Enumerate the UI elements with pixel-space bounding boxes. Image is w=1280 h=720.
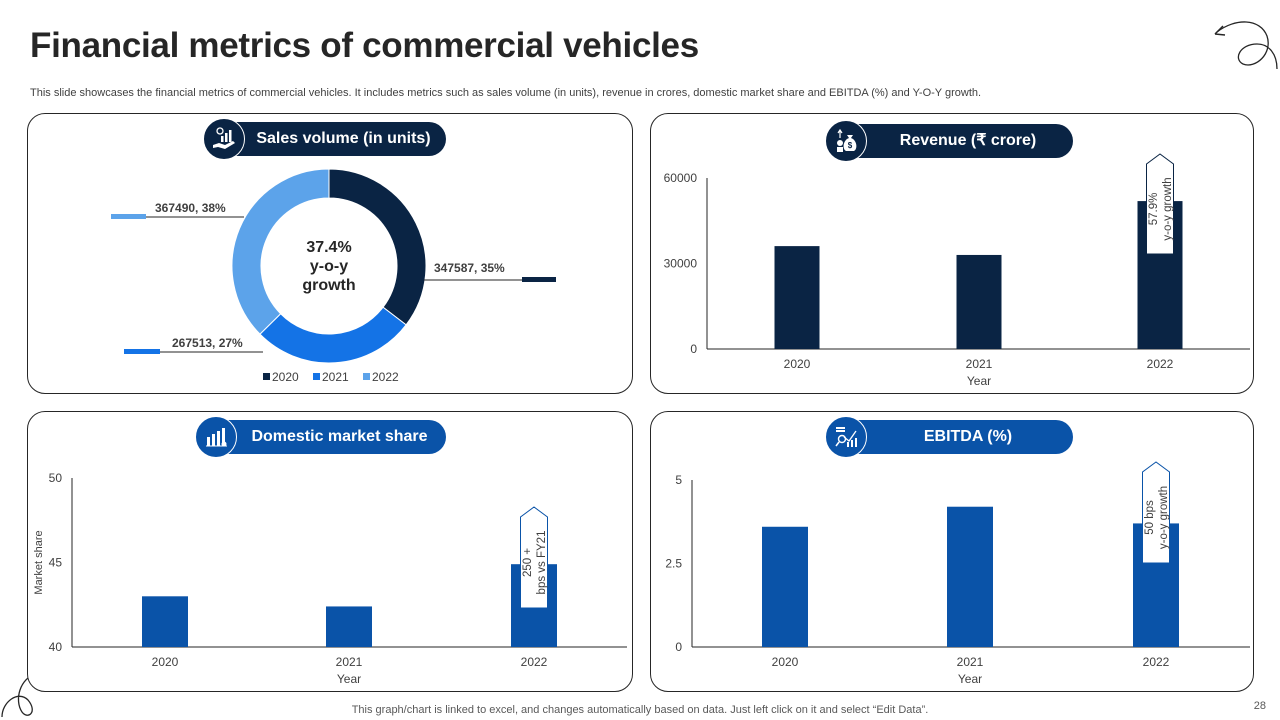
x-tick-label: 2022 bbox=[521, 655, 548, 669]
bar-2021 bbox=[326, 606, 372, 647]
annotation-text: y-o-y growth bbox=[1162, 177, 1174, 240]
legend-swatch-2020 bbox=[263, 373, 270, 380]
x-axis-label: Year bbox=[958, 672, 982, 686]
bar-2020 bbox=[142, 596, 188, 647]
x-tick-label: 2022 bbox=[1143, 655, 1170, 669]
annotation-text: bps vs FY21 bbox=[536, 531, 548, 595]
bar-2021 bbox=[956, 254, 1002, 349]
y-tick-label: 50 bbox=[49, 471, 63, 485]
y-tick-label: 30000 bbox=[664, 257, 698, 271]
bar-chart-icon bbox=[195, 416, 237, 458]
revenue-banner: $ Revenue (₹ crore) bbox=[825, 120, 1073, 162]
annotation-callout bbox=[520, 506, 548, 609]
legend-swatch-2021 bbox=[313, 373, 320, 380]
x-tick-label: 2022 bbox=[1147, 357, 1174, 371]
y-tick-label: 2.5 bbox=[665, 557, 682, 571]
sales-banner: Sales volume (in units) bbox=[203, 118, 446, 160]
x-tick-label: 2021 bbox=[966, 357, 993, 371]
donut-slice-2021 bbox=[259, 306, 407, 364]
x-axis-label: Year bbox=[967, 374, 991, 388]
bar-2021 bbox=[947, 506, 993, 647]
y-tick-label: 0 bbox=[690, 342, 697, 356]
y-axis-label: Market share bbox=[33, 530, 45, 594]
x-tick-label: 2020 bbox=[784, 357, 811, 371]
bar-2020 bbox=[774, 246, 820, 349]
page-title: Financial metrics of commercial vehicles bbox=[30, 26, 699, 65]
revenue-banner-label: Revenue (₹ crore) bbox=[899, 132, 1037, 149]
y-tick-label: 40 bbox=[49, 640, 63, 654]
page-number: 28 bbox=[1253, 700, 1266, 712]
donut-slice-2020 bbox=[328, 168, 427, 326]
x-tick-label: 2021 bbox=[957, 655, 984, 669]
legend-label: 2022 bbox=[372, 370, 399, 384]
hand-growth-chart-icon bbox=[203, 118, 245, 160]
annotation-text: y-o-y growth bbox=[1158, 486, 1170, 549]
y-tick-label: 0 bbox=[675, 640, 682, 654]
y-tick-label: 60000 bbox=[664, 171, 698, 185]
y-tick-label: 45 bbox=[49, 556, 63, 570]
donut-data-label: 267513, 27% bbox=[172, 336, 243, 350]
legend-label: 2021 bbox=[322, 370, 349, 384]
x-tick-label: 2020 bbox=[152, 655, 179, 669]
donut-center-text: 37.4% bbox=[306, 239, 351, 256]
analytics-icon bbox=[825, 416, 867, 458]
sales-banner-label: Sales volume (in units) bbox=[256, 130, 431, 147]
ebitda-banner: EBITDA (%) bbox=[825, 416, 1073, 458]
x-axis-label: Year bbox=[337, 672, 361, 686]
annotation-callout bbox=[1146, 153, 1174, 255]
annotation-text: 250 + bbox=[522, 548, 534, 577]
label-marker bbox=[111, 214, 146, 219]
market-share-banner: Domestic market share bbox=[195, 416, 446, 458]
footer-note: This graph/chart is linked to excel, and… bbox=[351, 704, 929, 716]
donut-center-text: y-o-y bbox=[310, 258, 348, 275]
annotation-callout bbox=[1142, 461, 1170, 564]
donut-slice-2022 bbox=[231, 168, 330, 335]
page-subtitle: This slide showcases the financial metri… bbox=[30, 87, 982, 99]
annotation-text: 50 bps bbox=[1144, 500, 1156, 535]
x-tick-label: 2020 bbox=[772, 655, 799, 669]
label-marker bbox=[522, 277, 556, 282]
curly-arrow-icon bbox=[1214, 21, 1278, 70]
bar-2020 bbox=[762, 526, 808, 647]
x-tick-label: 2021 bbox=[336, 655, 363, 669]
donut-center-text: growth bbox=[302, 277, 355, 294]
ebitda-banner-label: EBITDA (%) bbox=[923, 428, 1013, 445]
svg-text:$: $ bbox=[848, 141, 853, 150]
donut-data-label: 347587, 35% bbox=[434, 261, 505, 275]
legend-label: 2020 bbox=[272, 370, 299, 384]
market-share-banner-label: Domestic market share bbox=[251, 428, 428, 445]
legend-swatch-2022 bbox=[363, 373, 370, 380]
annotation-text: 57.9% bbox=[1148, 193, 1160, 226]
y-tick-label: 5 bbox=[675, 473, 682, 487]
money-bag-icon: $ bbox=[825, 120, 867, 162]
label-marker bbox=[124, 349, 160, 354]
donut-data-label: 367490, 38% bbox=[155, 201, 226, 215]
